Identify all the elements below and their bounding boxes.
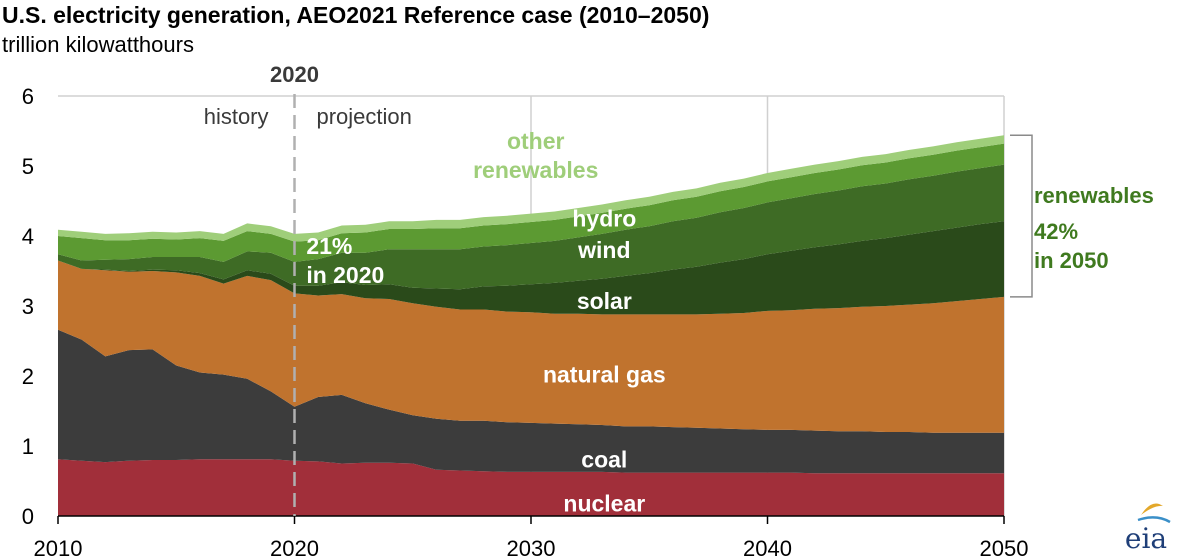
area-label: wind: [577, 237, 630, 263]
bracket-label: in 2050: [1034, 248, 1109, 273]
area-other-renewables: [58, 135, 1004, 242]
y-tick-label: 6: [22, 84, 34, 109]
divider-label: 2020: [270, 62, 319, 87]
area-hydro: [58, 143, 1004, 262]
y-tick-label: 0: [22, 504, 34, 529]
eia-logo-icon: eia: [1125, 503, 1171, 555]
area-label: solar: [577, 288, 632, 314]
bracket-label: renewables: [1034, 183, 1154, 208]
area-label: natural gas: [543, 362, 666, 388]
axes: 2010 2020 2030 2040 2050 0 1 2 3 4 5 6: [22, 84, 1029, 558]
x-tick-label: 2010: [34, 536, 83, 558]
x-tick-label: 2050: [980, 536, 1029, 558]
bracket-label: 42%: [1034, 219, 1078, 244]
projection-label: projection: [317, 104, 412, 129]
area-label: renewables: [473, 157, 598, 183]
y-tick-label: 5: [22, 154, 34, 179]
y-tick-label: 2: [22, 364, 34, 389]
eia-logo-text: eia: [1125, 522, 1167, 555]
y-tick-label: 3: [22, 294, 34, 319]
area-label: other: [507, 128, 565, 154]
chart-subtitle: trillion kilowatthours: [2, 32, 194, 57]
y-tick-label: 4: [22, 224, 34, 249]
area-label: hydro: [572, 206, 636, 232]
area-label: in 2020: [306, 262, 384, 288]
chart-title: U.S. electricity generation, AEO2021 Ref…: [2, 2, 710, 28]
x-tick-label: 2040: [743, 536, 792, 558]
area-label: 21%: [306, 233, 352, 259]
x-tick-label: 2030: [507, 536, 556, 558]
y-tick-label: 1: [22, 434, 34, 459]
area-label: coal: [581, 446, 627, 472]
x-tick-label: 2020: [270, 536, 319, 558]
history-label: history: [204, 104, 269, 129]
area-wind: [58, 164, 1004, 290]
area-label: nuclear: [563, 490, 645, 516]
renewables-bracket: [1010, 134, 1033, 298]
